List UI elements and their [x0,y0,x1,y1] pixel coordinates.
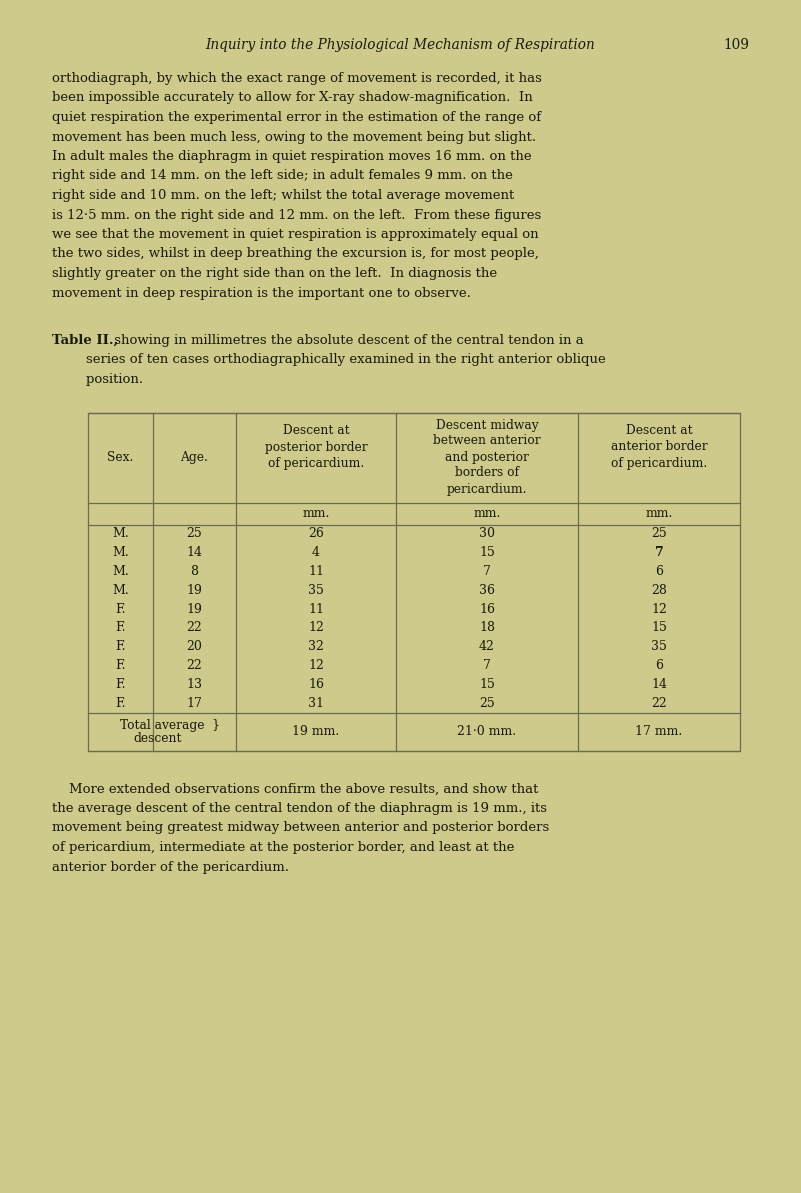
Text: descent: descent [134,733,183,744]
Text: right side and 10 mm. on the left; whilst the total average movement: right side and 10 mm. on the left; whils… [52,188,514,202]
Text: 42: 42 [479,641,495,654]
Text: right side and 14 mm. on the left side; in adult females 9 mm. on the: right side and 14 mm. on the left side; … [52,169,513,183]
Text: F.: F. [115,641,126,654]
Text: quiet respiration the experimental error in the estimation of the range of: quiet respiration the experimental error… [52,111,541,124]
Text: 12: 12 [651,602,667,616]
Text: F.: F. [115,622,126,635]
Text: orthodiagraph, by which the exact range of movement is recorded, it has: orthodiagraph, by which the exact range … [52,72,541,85]
Text: More extended observations confirm the above results, and show that: More extended observations confirm the a… [52,783,538,796]
Bar [88,413,740,750]
Text: 22: 22 [651,697,667,710]
Text: M.: M. [112,565,129,577]
Text: 32: 32 [308,641,324,654]
Text: Descent at
posterior border
of pericardium.: Descent at posterior border of pericardi… [264,425,368,470]
Text: slightly greater on the right side than on the left.  In diagnosis the: slightly greater on the right side than … [52,267,497,280]
Text: 17 mm.: 17 mm. [635,725,682,738]
Text: movement has been much less, owing to the movement being but slight.: movement has been much less, owing to th… [52,130,536,143]
Text: of pericardium, intermediate at the posterior border, and least at the: of pericardium, intermediate at the post… [52,841,514,854]
Text: Descent at
anterior border
of pericardium.: Descent at anterior border of pericardiu… [610,425,707,470]
Text: 6: 6 [655,659,663,672]
Text: 14: 14 [651,678,667,691]
Text: F.: F. [115,678,126,691]
Text: Inquiry into the Physiological Mechanism of Respiration: Inquiry into the Physiological Mechanism… [206,38,595,52]
Text: 8: 8 [191,565,199,577]
Text: 15: 15 [479,678,495,691]
Text: position.: position. [52,373,143,387]
Text: 13: 13 [187,678,203,691]
Text: Age.: Age. [180,451,208,464]
Text: Table II.,: Table II., [52,334,119,347]
Text: 11: 11 [308,565,324,577]
Text: Total average  }: Total average } [120,719,220,733]
Text: 15: 15 [651,622,667,635]
Text: mm.: mm. [302,507,330,520]
Text: 7: 7 [654,546,663,560]
Text: 7: 7 [483,565,491,577]
Text: 21·0 mm.: 21·0 mm. [457,725,517,738]
Text: F.: F. [115,697,126,710]
Text: F.: F. [115,602,126,616]
Text: 36: 36 [479,583,495,596]
Text: 15: 15 [479,546,495,560]
Text: 7: 7 [483,659,491,672]
Text: M.: M. [112,583,129,596]
Text: In adult males the diaphragm in quiet respiration moves 16 mm. on the: In adult males the diaphragm in quiet re… [52,150,532,163]
Text: Sex.: Sex. [107,451,134,464]
Text: 30: 30 [479,527,495,540]
Text: 11: 11 [308,602,324,616]
Text: 4: 4 [312,546,320,560]
Text: is 12·5 mm. on the right side and 12 mm. on the left.  From these figures: is 12·5 mm. on the right side and 12 mm.… [52,209,541,222]
Text: mm.: mm. [646,507,673,520]
Text: M.: M. [112,546,129,560]
Text: 35: 35 [651,641,667,654]
Text: 35: 35 [308,583,324,596]
Text: 12: 12 [308,659,324,672]
Text: showing in millimetres the absolute descent of the central tendon in a: showing in millimetres the absolute desc… [110,334,584,347]
Text: 31: 31 [308,697,324,710]
Text: 25: 25 [651,527,667,540]
Text: movement in deep respiration is the important one to observe.: movement in deep respiration is the impo… [52,286,471,299]
Text: movement being greatest midway between anterior and posterior borders: movement being greatest midway between a… [52,822,549,834]
Text: 6: 6 [655,565,663,577]
Text: 28: 28 [651,583,667,596]
Text: M.: M. [112,527,129,540]
Text: 16: 16 [479,602,495,616]
Text: 20: 20 [187,641,203,654]
Text: mm.: mm. [473,507,501,520]
Text: the two sides, whilst in deep breathing the excursion is, for most people,: the two sides, whilst in deep breathing … [52,247,539,260]
Text: 22: 22 [187,659,203,672]
Text: 16: 16 [308,678,324,691]
Text: 19 mm.: 19 mm. [292,725,340,738]
Text: 17: 17 [187,697,203,710]
Text: 19: 19 [187,602,203,616]
Text: 12: 12 [308,622,324,635]
Text: 14: 14 [187,546,203,560]
Text: anterior border of the pericardium.: anterior border of the pericardium. [52,860,289,873]
Text: Descent midway
between anterior
and posterior
borders of
pericardium.: Descent midway between anterior and post… [433,419,541,495]
Text: 18: 18 [479,622,495,635]
Text: 109: 109 [723,38,749,52]
Text: 22: 22 [187,622,203,635]
Text: 25: 25 [187,527,203,540]
Text: we see that the movement in quiet respiration is approximately equal on: we see that the movement in quiet respir… [52,228,538,241]
Text: been impossible accurately to allow for X-ray shadow-magnification.  In: been impossible accurately to allow for … [52,92,533,105]
Text: F.: F. [115,659,126,672]
Text: series of ten cases orthodiagraphically examined in the right anterior oblique: series of ten cases orthodiagraphically … [52,353,606,366]
Text: the average descent of the central tendon of the diaphragm is 19 mm., its: the average descent of the central tendo… [52,802,547,815]
Text: 26: 26 [308,527,324,540]
Text: 25: 25 [479,697,495,710]
Text: 19: 19 [187,583,203,596]
